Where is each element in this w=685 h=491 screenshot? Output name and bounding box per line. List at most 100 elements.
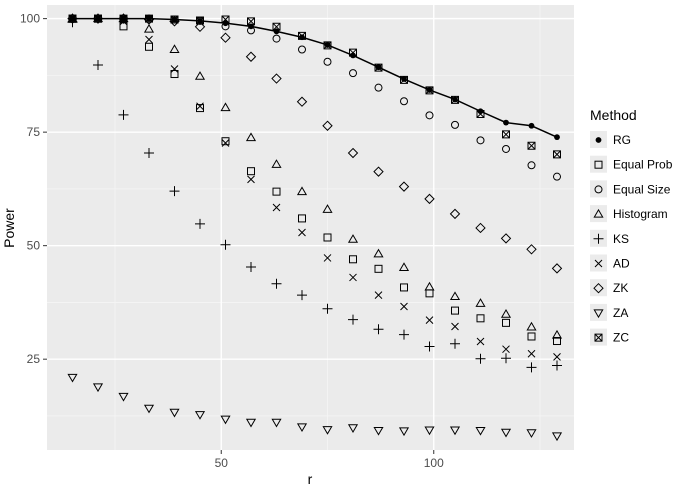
point-ad xyxy=(272,203,281,212)
point-equal-size xyxy=(374,83,383,92)
point-ks xyxy=(271,278,282,289)
point-equal-prob xyxy=(170,70,179,79)
x-axis: 50 100 xyxy=(215,450,444,470)
point-zc xyxy=(119,14,128,23)
x-axis-title: r xyxy=(308,471,313,487)
point-ad xyxy=(349,273,357,282)
legend-label-za: ZA xyxy=(613,306,628,320)
point-equal-size xyxy=(476,136,485,145)
legend: Method RG Equal Prob Equal Size Histogram KS… xyxy=(590,107,673,346)
legend-symbol-za xyxy=(593,309,604,319)
point-ad xyxy=(298,228,306,237)
point-histogram xyxy=(220,102,231,112)
point-za xyxy=(92,383,104,393)
point-zk xyxy=(271,73,282,84)
point-ks xyxy=(297,290,307,301)
y-tick-label: 100 xyxy=(20,12,40,26)
point-equal-prob xyxy=(221,137,230,146)
point-rg xyxy=(503,119,509,126)
legend-title: Method xyxy=(590,107,637,123)
point-zc xyxy=(145,14,153,23)
point-zk xyxy=(245,51,257,62)
point-histogram xyxy=(424,281,435,291)
legend-label-histogram: Histogram xyxy=(613,207,668,221)
point-ks xyxy=(501,353,511,364)
point-za xyxy=(194,411,206,420)
point-histogram xyxy=(245,132,257,142)
point-rg xyxy=(528,122,535,129)
point-zc xyxy=(170,15,179,24)
legend-key-histogram xyxy=(590,205,607,223)
point-zc xyxy=(374,63,383,72)
point-za xyxy=(500,428,512,438)
point-ks xyxy=(93,59,103,70)
point-zc xyxy=(400,75,408,84)
point-zk xyxy=(424,193,435,205)
point-za xyxy=(296,423,308,433)
legend-symbol-ad xyxy=(594,259,603,268)
point-equal-prob xyxy=(247,167,255,176)
point-ad xyxy=(221,139,230,147)
point-za xyxy=(271,418,282,428)
point-equal-size xyxy=(247,26,255,35)
point-histogram xyxy=(322,204,333,213)
point-ks xyxy=(246,262,256,273)
point-ad xyxy=(247,175,255,184)
point-histogram xyxy=(296,186,308,196)
point-equal-size xyxy=(527,161,536,170)
point-ks xyxy=(169,186,180,197)
legend-label-ks: KS xyxy=(613,232,629,246)
point-za xyxy=(475,426,486,436)
y-axis-title: Power xyxy=(1,208,17,248)
point-za xyxy=(526,429,537,438)
point-histogram xyxy=(475,298,486,307)
point-equal-prob xyxy=(272,187,281,196)
point-zc xyxy=(196,16,204,25)
point-histogram xyxy=(169,44,180,53)
point-rg xyxy=(299,34,305,41)
y-axis: 25 50 75 100 xyxy=(20,12,47,366)
legend-label-ad: AD xyxy=(613,257,630,271)
point-equal-prob xyxy=(527,332,536,341)
point-zk xyxy=(220,32,231,43)
y-tick-label: 50 xyxy=(27,239,41,253)
point-ks xyxy=(322,303,333,314)
point-zk xyxy=(398,181,410,192)
point-equal-size xyxy=(502,144,510,153)
legend-key-za xyxy=(590,303,607,321)
point-zc xyxy=(272,22,281,31)
legend-label-equal-size: Equal Size xyxy=(613,182,671,196)
point-ad xyxy=(425,316,434,324)
point-zc xyxy=(553,150,561,159)
point-equal-prob xyxy=(349,255,357,264)
point-zk xyxy=(475,222,486,234)
legend-symbol-equal-prob xyxy=(594,160,603,169)
point-zk xyxy=(347,147,359,159)
point-zc xyxy=(68,14,77,23)
series-zc xyxy=(68,14,561,159)
point-equal-prob xyxy=(196,104,204,113)
point-equal-size xyxy=(425,111,434,120)
x-tick-label: 50 xyxy=(215,456,229,470)
y-tick-label: 25 xyxy=(27,352,41,366)
legend-key-zk xyxy=(590,279,607,297)
point-zc xyxy=(527,141,536,150)
point-zc xyxy=(323,41,332,50)
point-za xyxy=(67,373,78,383)
point-ks xyxy=(220,239,231,250)
legend-symbol-rg xyxy=(595,137,602,143)
point-zk xyxy=(322,120,333,131)
point-equal-prob xyxy=(298,214,306,223)
point-zc xyxy=(425,86,434,95)
point-histogram xyxy=(526,321,537,331)
data-points xyxy=(67,13,563,442)
point-za xyxy=(322,426,333,435)
point-histogram xyxy=(373,248,384,258)
point-ad xyxy=(119,17,128,26)
point-histogram xyxy=(500,309,512,318)
point-zc xyxy=(221,15,230,24)
point-zk xyxy=(526,244,537,255)
point-za xyxy=(118,392,129,402)
point-za xyxy=(551,432,563,442)
